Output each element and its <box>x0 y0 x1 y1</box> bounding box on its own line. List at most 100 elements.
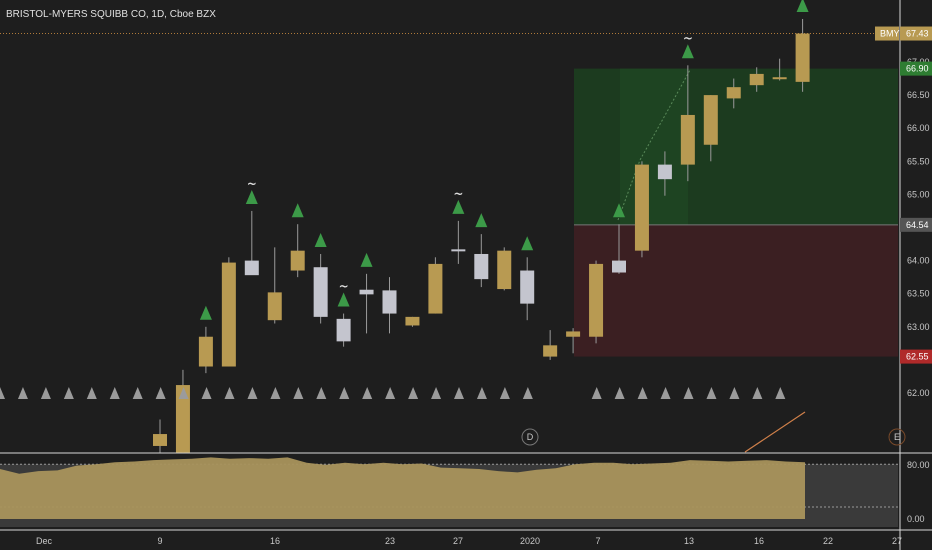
buy-signal-triangle <box>360 252 373 267</box>
signal-tilde: ~ <box>453 187 463 201</box>
neutral-marker <box>660 387 671 399</box>
neutral-marker <box>385 387 396 399</box>
candle-body <box>589 263 604 337</box>
dividend-marker <box>521 428 539 446</box>
neutral-marker <box>637 387 648 399</box>
neutral-marker <box>293 387 304 399</box>
buy-signal-triangle <box>452 199 465 214</box>
candle-body <box>198 336 213 367</box>
candle-body <box>153 434 167 446</box>
candle-body <box>382 290 397 314</box>
candle-body <box>795 33 810 82</box>
last-price-tag: 67.43 <box>906 29 929 39</box>
candle-body <box>772 77 787 80</box>
oscillator-area <box>0 457 805 519</box>
buy-signal-triangle <box>475 213 488 228</box>
oscillator-tick-label: 0.00 <box>907 514 925 524</box>
target-zone-highlight <box>620 68 688 225</box>
neutral-marker <box>706 387 717 399</box>
neutral-marker <box>683 387 694 399</box>
oscillator-tick-label: 80.00 <box>907 460 930 470</box>
neutral-marker <box>270 387 281 399</box>
signal-tilde: ~ <box>683 31 693 45</box>
buy-signal-triangle <box>291 203 304 218</box>
orange-indicator-line <box>744 411 806 453</box>
date-tick-label: 27 <box>892 536 902 546</box>
neutral-marker <box>339 387 350 399</box>
stop-zone <box>574 224 898 357</box>
candle-body <box>267 292 282 321</box>
candle-body <box>451 249 466 252</box>
neutral-marker <box>40 387 51 399</box>
candle-body <box>221 262 236 367</box>
candle-body <box>336 318 351 342</box>
stop-price-tag-bg <box>900 349 932 364</box>
target-price-tag: 66.90 <box>906 64 929 74</box>
price-tick-label: 65.00 <box>907 189 930 199</box>
buy-signal-triangle <box>337 292 350 307</box>
price-axis: 62.0062.5063.0063.5064.0064.5065.0065.50… <box>875 26 932 524</box>
date-tick-label: 13 <box>684 536 694 546</box>
neutral-marker <box>17 387 28 399</box>
candle-body <box>290 250 305 271</box>
date-tick-label: 23 <box>385 536 395 546</box>
price-tick-label: 63.00 <box>907 322 930 332</box>
price-tick-label: 66.00 <box>907 123 930 133</box>
price-tick-label: 62.00 <box>907 388 930 398</box>
neutral-marker <box>132 387 143 399</box>
candle-body <box>726 87 741 99</box>
neutral-marker <box>454 387 464 399</box>
candle-body <box>175 385 190 453</box>
candle-body <box>612 260 626 273</box>
neutral-marker <box>63 387 74 399</box>
candle-body <box>703 95 718 145</box>
buy-signal-triangle <box>199 305 212 320</box>
date-tick-label: 22 <box>823 536 833 546</box>
buy-signal-triangle <box>613 203 625 218</box>
neutral-marker <box>224 387 235 399</box>
entry-price-tag: 64.54 <box>906 220 929 230</box>
signal-tilde: ~ <box>247 177 257 191</box>
neutral-marker <box>316 387 327 399</box>
candle-body <box>474 253 489 280</box>
trend-dotted-line <box>617 69 691 221</box>
buy-signal-triangle <box>796 0 809 12</box>
symbol-tag: BMY <box>880 29 900 39</box>
neutral-marker <box>0 387 5 399</box>
earnings-marker <box>888 428 906 446</box>
entry-price-tag-bg <box>900 217 932 232</box>
candle-body <box>543 345 558 357</box>
candle-body <box>749 73 764 86</box>
stop-price-tag: 62.55 <box>906 352 929 362</box>
candle-body <box>634 164 649 251</box>
target-price-tag-bg <box>900 61 932 76</box>
date-tick-label: 16 <box>270 536 280 546</box>
neutral-marker <box>522 387 533 399</box>
candle-body <box>313 267 328 317</box>
candle-body <box>657 164 672 180</box>
buy-signal-triangle <box>681 44 694 59</box>
position-zones <box>574 68 898 357</box>
candle-body <box>359 289 374 295</box>
candle-body <box>244 260 259 276</box>
candle-body <box>497 250 512 290</box>
date-tick-label: 2020 <box>520 536 540 546</box>
buy-signal-triangle <box>245 189 258 204</box>
neutral-marker <box>362 387 373 399</box>
signal-markers: ~~~~~ <box>199 0 809 320</box>
date-tick-label: 27 <box>453 536 463 546</box>
earnings-label: E <box>894 432 900 442</box>
neutral-marker <box>591 387 602 399</box>
symbol-tag-bg <box>875 26 899 41</box>
candle-body <box>520 270 535 304</box>
buy-signal-triangle <box>521 236 534 251</box>
oscillator-pane <box>0 457 898 527</box>
candle-series <box>153 18 810 453</box>
price-tick-label: 63.50 <box>907 289 930 299</box>
last-price-tag-bg <box>900 26 932 41</box>
neutral-marker <box>775 387 786 399</box>
dividend-label: D <box>527 432 534 442</box>
neutral-marker <box>109 387 120 399</box>
